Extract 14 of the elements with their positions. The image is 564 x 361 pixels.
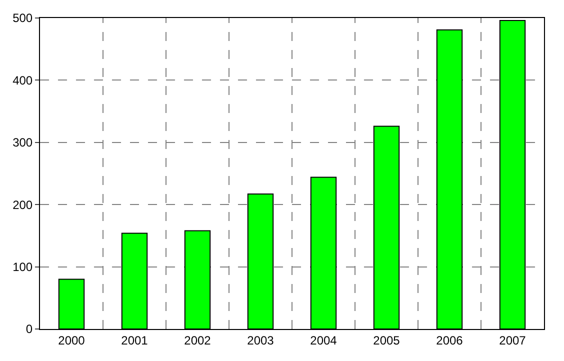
y-tick-label: 200 bbox=[12, 198, 33, 212]
x-tick-label: 2000 bbox=[58, 333, 86, 348]
x-tick-label: 2001 bbox=[121, 333, 148, 348]
x-tick-label: 2004 bbox=[310, 333, 338, 348]
x-tick-label: 2007 bbox=[499, 333, 526, 348]
y-tick-label: 500 bbox=[12, 11, 33, 26]
y-tick-label: 100 bbox=[12, 260, 33, 274]
x-tick-label: 2003 bbox=[247, 333, 274, 348]
x-tick-label: 2005 bbox=[373, 333, 400, 348]
x-tick-label: 2006 bbox=[436, 333, 464, 348]
y-tick-label: 400 bbox=[12, 73, 33, 88]
y-tick-label: 300 bbox=[12, 136, 33, 150]
x-tick-label: 2002 bbox=[184, 333, 212, 348]
y-tick-label: 0 bbox=[26, 322, 33, 336]
